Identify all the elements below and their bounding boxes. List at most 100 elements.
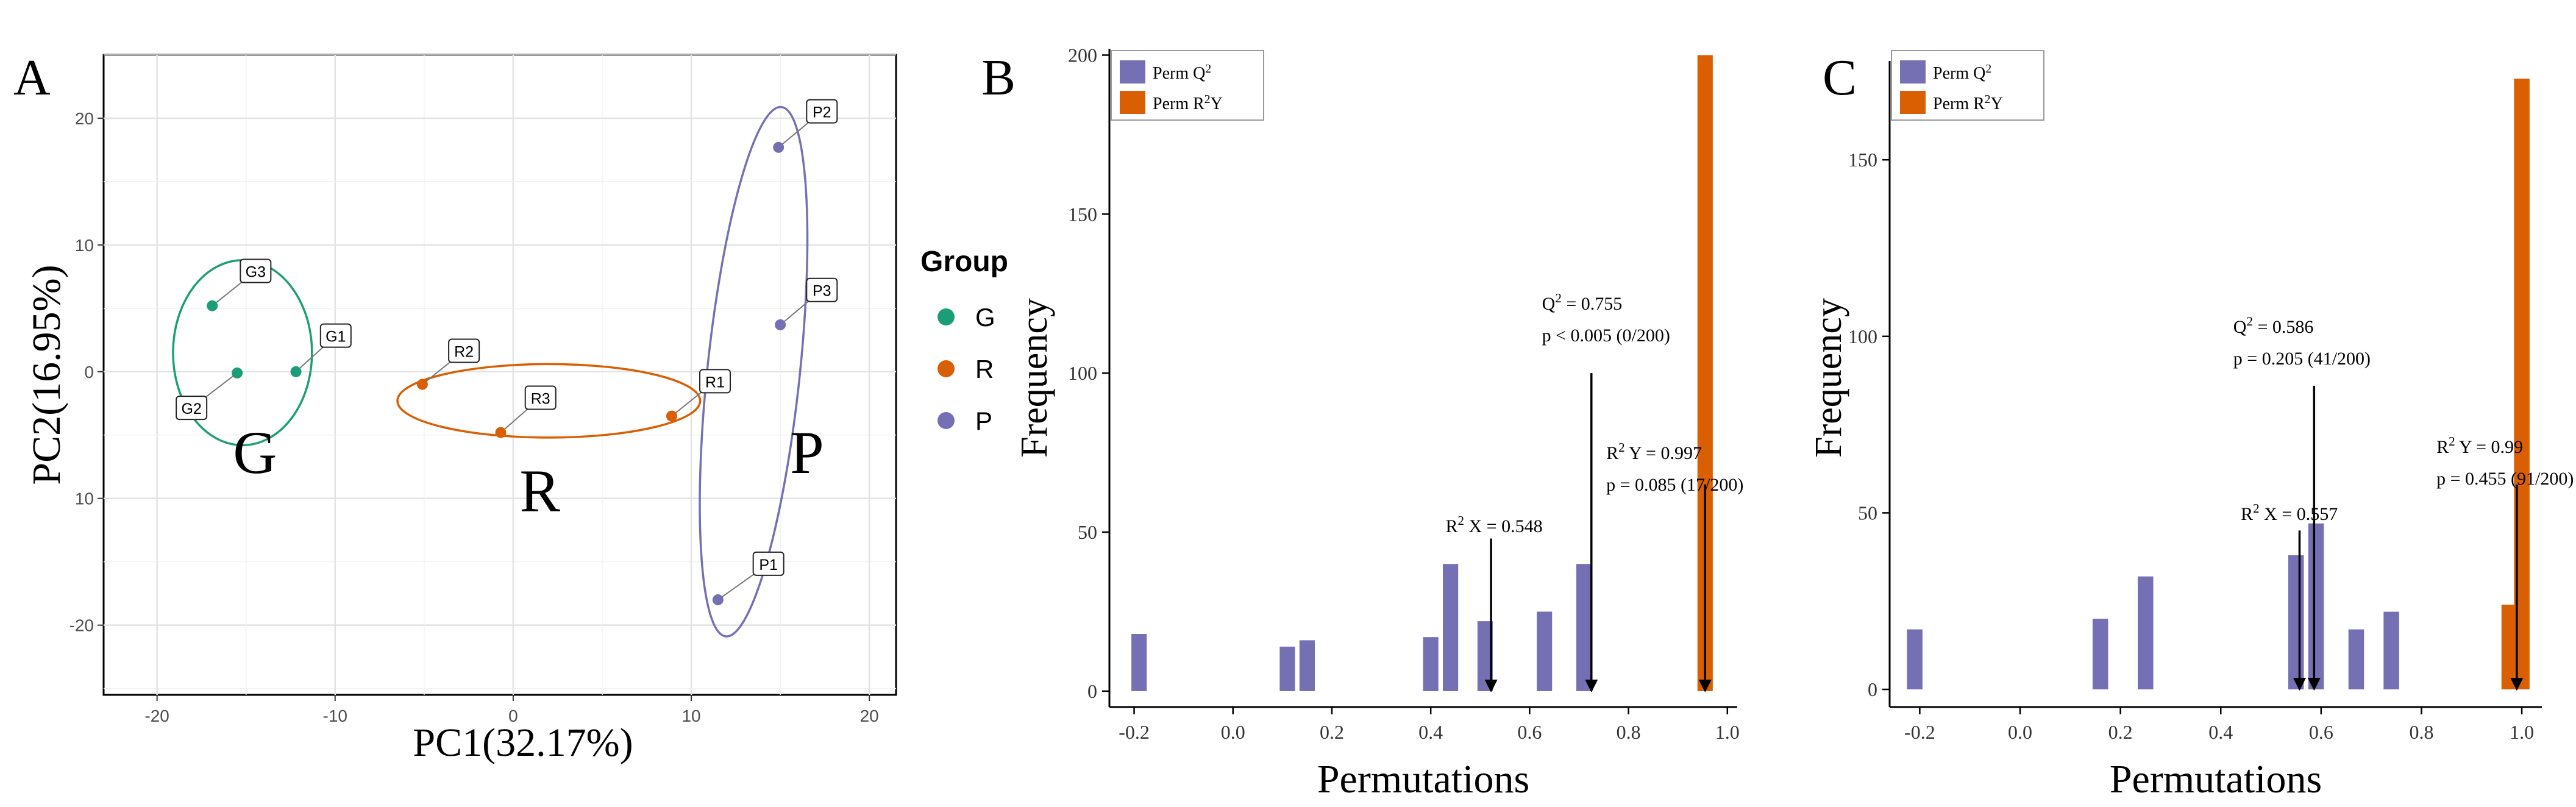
confidence-ellipse-p — [699, 105, 809, 638]
point-label-text: P2 — [813, 104, 831, 121]
annotation-part: Q — [2233, 317, 2247, 337]
point-label-r1: R1 — [699, 369, 731, 394]
legend-entry-text: Perm R — [1153, 94, 1204, 113]
legend-entry-superscript: 2 — [1204, 93, 1211, 106]
annotation-part: = 0.755 — [1562, 294, 1622, 314]
legend-swatch — [1900, 91, 1926, 114]
histogram-bar — [1423, 637, 1439, 691]
legend-entry: Perm Q2 — [1153, 63, 1211, 84]
legend-swatch — [1120, 91, 1145, 114]
x-tick-label: 0.4 — [2208, 721, 2233, 743]
legend-key-p — [938, 412, 955, 429]
point-label-g1: G1 — [319, 323, 352, 348]
panel-a-letter: A — [13, 49, 51, 106]
annotation-text: R2 X = 0.557 — [2241, 501, 2338, 524]
x-tick-label: 1.0 — [2510, 721, 2534, 743]
annotation-text: p = 0.085 (17/200) — [1606, 475, 1743, 495]
data-point-p3 — [775, 319, 786, 330]
point-label-box — [806, 99, 838, 124]
legend-swatch — [1120, 60, 1145, 84]
histogram-bar — [1576, 564, 1592, 691]
point-label-text: G3 — [246, 264, 266, 281]
panel-c-x-axis-label: Permutations — [2110, 757, 2322, 802]
annotation-text: Q2 = 0.755 — [1542, 291, 1623, 314]
annotation-superscript: 2 — [1555, 291, 1562, 305]
point-label-box — [699, 369, 731, 394]
annotation-superscript: 2 — [2246, 314, 2253, 329]
y-tick-label: 20 — [75, 109, 94, 128]
point-label-box — [176, 396, 208, 421]
legend-entry-text: Perm Q — [1933, 64, 1985, 83]
annotation-part: Y = 0.99 — [2455, 437, 2523, 457]
y-tick-label: 0 — [1087, 680, 1097, 702]
y-tick-label: 10 — [75, 489, 94, 508]
annotation-part: R — [1445, 516, 1457, 536]
annotation-part: X = 0.548 — [1464, 516, 1543, 536]
annotation-superscript: 2 — [1458, 513, 1465, 528]
data-point-r1 — [666, 410, 677, 422]
annotation-part: p = 0.455 (91/200) — [2436, 469, 2574, 489]
point-label-box — [806, 277, 838, 302]
annotation-text: p < 0.005 (0/200) — [1542, 325, 1670, 346]
x-tick-label: 0 — [508, 706, 518, 725]
x-tick-label: 0.8 — [1617, 721, 1641, 743]
x-tick-label: 0.8 — [2409, 721, 2433, 743]
annotation-part: Q — [1542, 294, 1556, 314]
x-tick-label: 0.4 — [1418, 721, 1443, 743]
y-tick-label: -20 — [69, 616, 94, 635]
legend-key-r — [938, 360, 955, 377]
histogram-bar — [2288, 555, 2304, 690]
point-label-text: R1 — [705, 374, 725, 391]
panel-c-y-axis-label: Frequency — [1808, 298, 1849, 458]
annotation-text: R2 Y = 0.99 — [2436, 434, 2523, 457]
legend-entry-superscript: 2 — [1985, 93, 1991, 106]
annotation-part: = 0.586 — [2253, 317, 2313, 337]
legend-label-r: R — [975, 355, 994, 383]
legend-entry: Perm R2Y — [1153, 93, 1223, 114]
histogram-bar — [2092, 619, 2108, 690]
panel-c-letter: C — [1823, 49, 1857, 106]
point-label-text: R3 — [531, 390, 550, 407]
y-tick-label: 200 — [1068, 44, 1097, 66]
annotation-part: p = 0.085 (17/200) — [1606, 475, 1743, 495]
legend-key-g — [938, 308, 955, 325]
histogram-bar — [2308, 523, 2324, 690]
legend-title: Group — [920, 246, 1008, 278]
point-label-text: G1 — [326, 329, 346, 346]
point-label-p2: P2 — [806, 99, 838, 124]
annotation-text: R2 Y = 0.997 — [1606, 440, 1702, 463]
panel-a-y-axis-label: PC2(16.95%) — [24, 265, 69, 485]
data-point-g3 — [207, 300, 218, 311]
y-tick-label: 10 — [75, 236, 94, 255]
panel-b-plot-area — [1109, 49, 1737, 707]
annotation-part: R — [2241, 504, 2253, 524]
y-tick-label: 150 — [1068, 203, 1097, 225]
legend-entry-text: Perm Q — [1153, 64, 1205, 83]
y-tick-label: 150 — [1848, 149, 1877, 171]
panel-a-legend: Group GRP — [920, 246, 1008, 435]
data-point-p2 — [773, 141, 785, 153]
legend-entry: Perm Q2 — [1933, 63, 1991, 84]
panel-b-letter: B — [981, 49, 1016, 106]
point-label-text: G2 — [181, 400, 201, 418]
x-tick-label: 1.0 — [1715, 721, 1740, 743]
histogram-bar — [1279, 646, 1295, 691]
y-tick-label: 100 — [1068, 362, 1097, 384]
x-tick-label: -0.2 — [1119, 721, 1150, 743]
histogram-bar — [2138, 576, 2154, 690]
annotation-superscript: 2 — [1618, 440, 1625, 455]
group-label-r: R — [519, 457, 560, 525]
point-label-box — [240, 258, 272, 283]
group-label-g: G — [233, 419, 277, 486]
x-tick-label: 10 — [681, 706, 700, 725]
legend-entry-text: Perm R — [1933, 94, 1985, 113]
y-tick-label: 0 — [84, 363, 94, 382]
histogram-bar — [1537, 611, 1553, 691]
point-label-text: P3 — [813, 283, 831, 300]
legend-entry: Perm R2Y — [1933, 93, 2003, 114]
point-label-text: R2 — [454, 344, 474, 361]
